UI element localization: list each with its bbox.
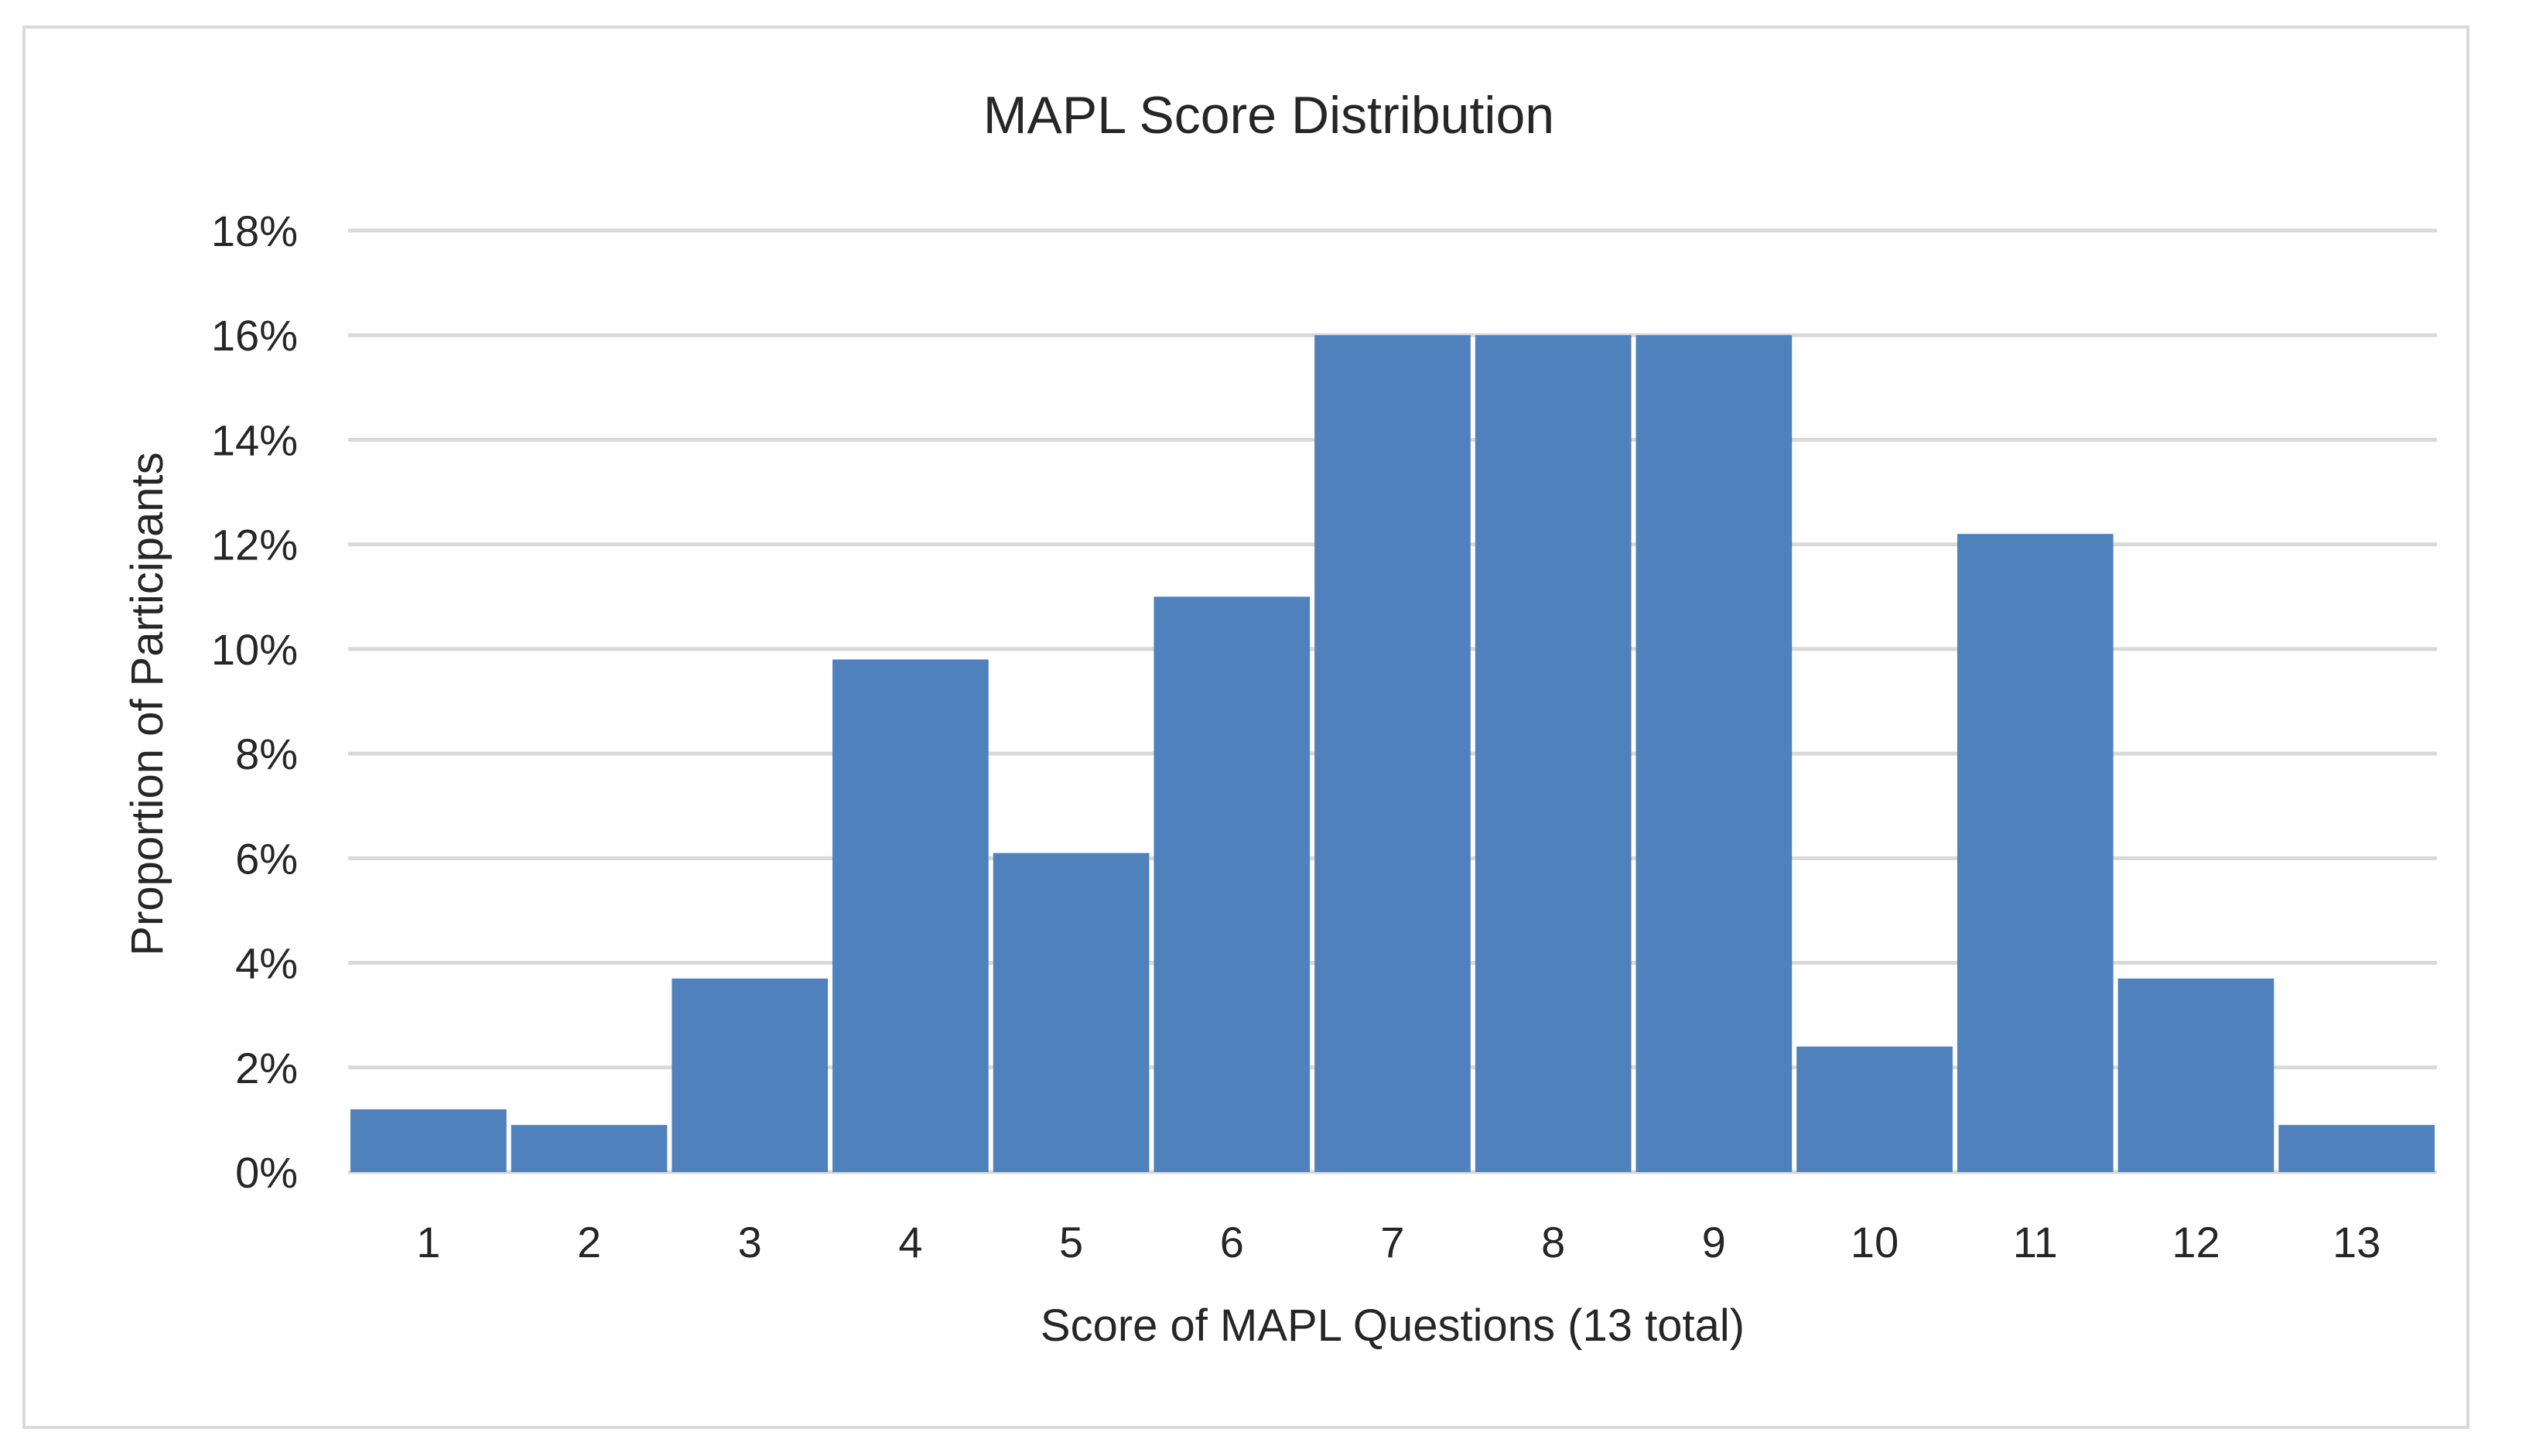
y-tick-label: 4% [235, 939, 298, 988]
y-tick-label: 8% [235, 730, 298, 778]
bar-12 [2117, 978, 2275, 1172]
bar-2 [511, 1125, 668, 1172]
chart-title: MAPL Score Distribution [983, 86, 1554, 145]
x-tick-label: 1 [416, 1218, 440, 1266]
bar-1 [350, 1109, 507, 1172]
bar-6 [1154, 596, 1311, 1172]
bar-9 [1635, 335, 1793, 1173]
x-tick-label: 7 [1380, 1218, 1404, 1266]
bar-8 [1475, 335, 1632, 1173]
y-tick-label: 18% [211, 207, 298, 255]
x-tick-label: 6 [1220, 1218, 1244, 1266]
y-tick-label: 0% [235, 1148, 298, 1197]
bar-7 [1314, 335, 1471, 1173]
y-tick-label: 16% [211, 311, 298, 360]
bar-13 [2278, 1125, 2435, 1172]
x-tick-label: 13 [2333, 1218, 2380, 1266]
x-axis-title: Score of MAPL Questions (13 total) [1041, 1300, 1745, 1351]
x-tick-label: 12 [2172, 1218, 2220, 1266]
x-tick-label: 5 [1059, 1218, 1083, 1266]
x-tick-label: 8 [1541, 1218, 1565, 1266]
y-tick-label: 14% [211, 415, 298, 464]
bar-5 [993, 853, 1150, 1172]
x-tick-label: 10 [1851, 1218, 1899, 1266]
y-tick-label: 6% [235, 834, 298, 883]
bar-4 [832, 659, 989, 1172]
x-tick-label: 2 [577, 1218, 601, 1266]
y-tick-label: 2% [235, 1044, 298, 1092]
bars [350, 335, 2435, 1173]
x-axis-ticks: 1 2 3 4 5 6 7 8 9 10 11 12 13 [416, 1218, 2380, 1266]
x-tick-label: 11 [2013, 1218, 2058, 1266]
y-tick-label: 10% [211, 625, 298, 674]
y-axis-ticks: 0% 2% 4% 6% 8% 10% 12% 14% 16% 18% [211, 207, 298, 1197]
bar-3 [672, 978, 829, 1172]
y-axis-title: Proportion of Participants [122, 452, 173, 955]
y-tick-label: 12% [211, 521, 298, 569]
bar-11 [1957, 534, 2114, 1172]
bar-10 [1796, 1046, 1953, 1172]
x-tick-label: 9 [1702, 1218, 1726, 1266]
x-tick-label: 4 [898, 1218, 922, 1266]
x-tick-label: 3 [738, 1218, 762, 1266]
